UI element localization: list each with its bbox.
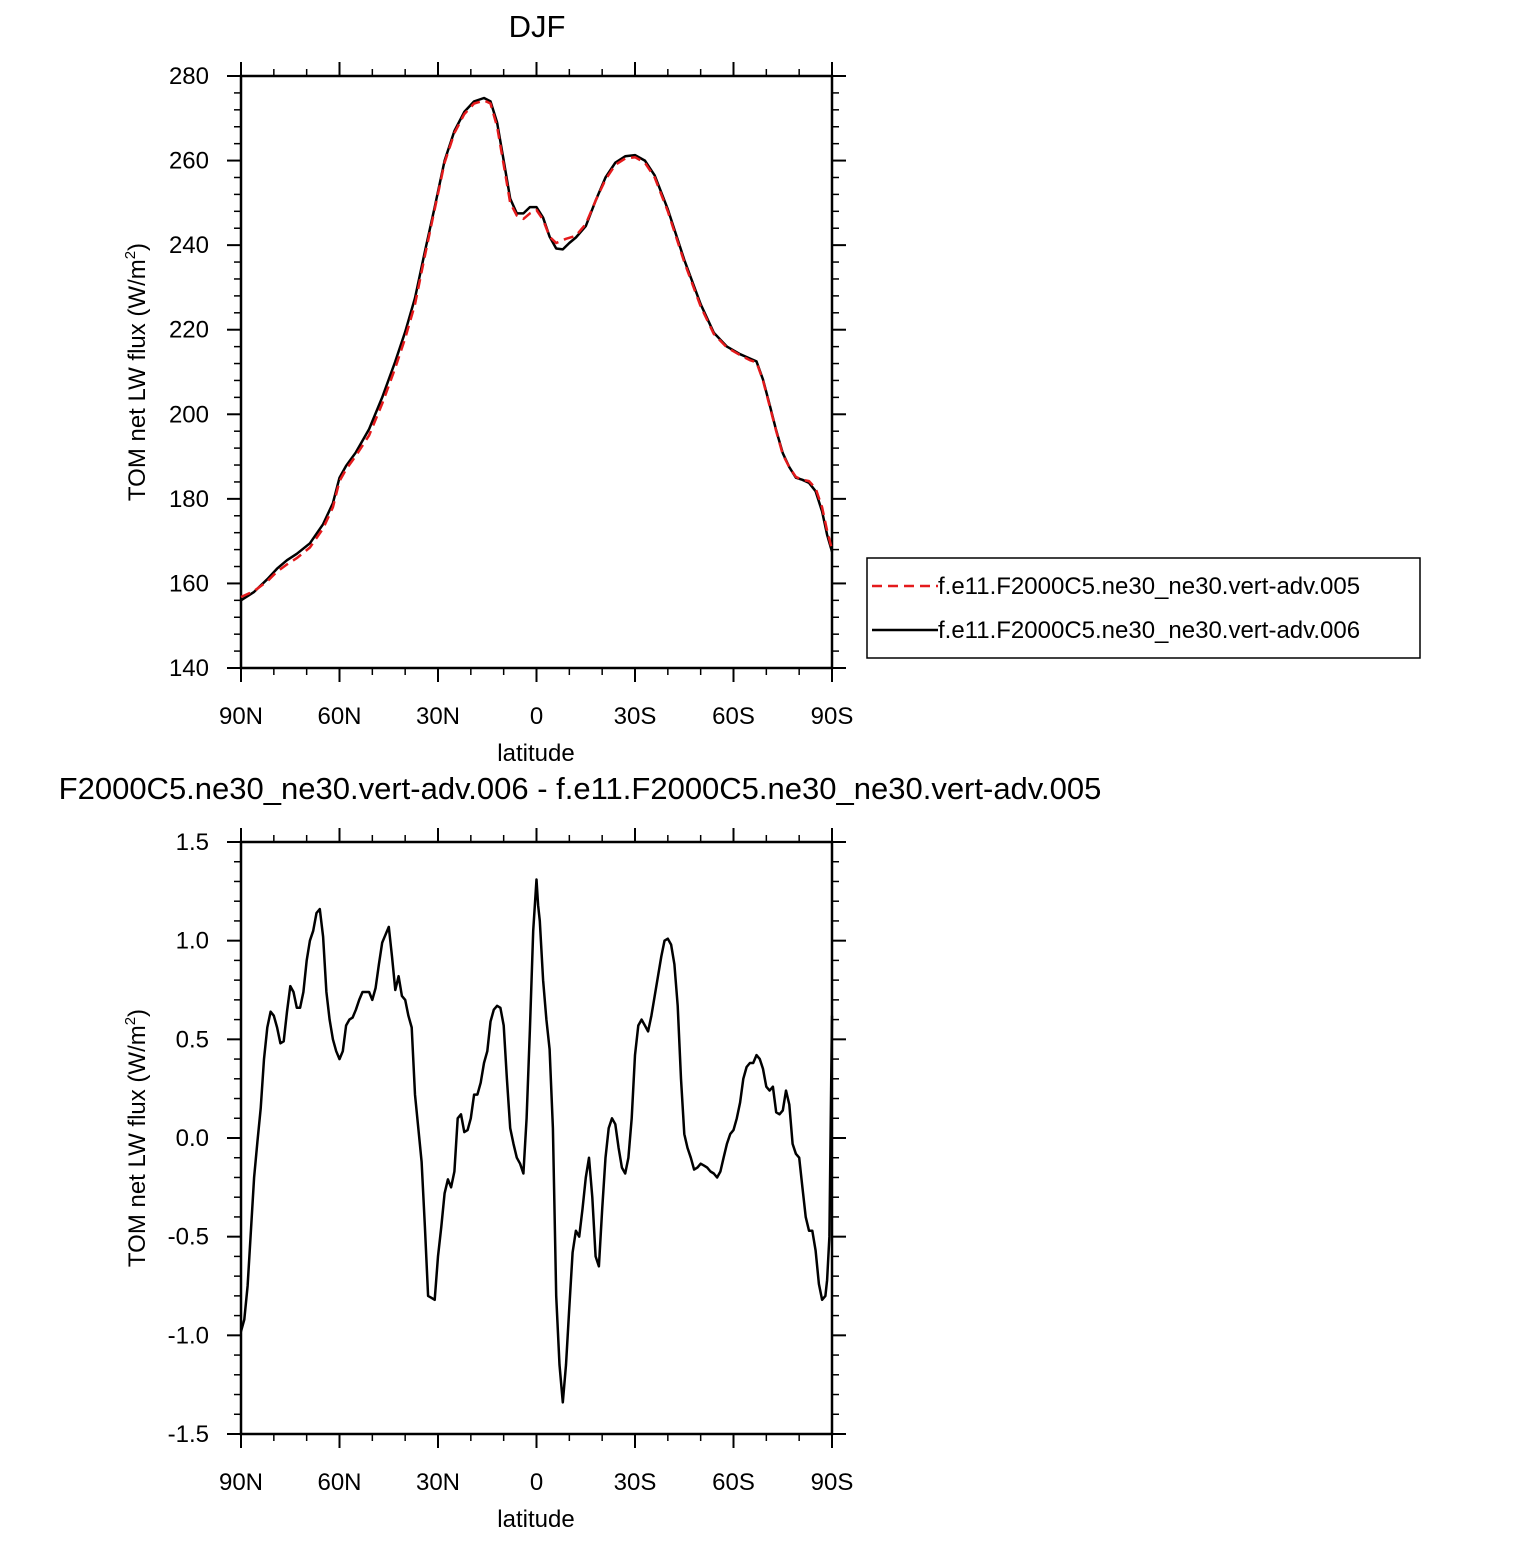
y-axis-label-main: TOM net LW flux (W/m xyxy=(124,259,151,501)
legend-label-series-2: f.e11.F2000C5.ne30_ne30.vert-adv.006 xyxy=(938,617,1360,644)
y-axis-label-close: ) xyxy=(124,1009,151,1017)
y-tick-label: 0.5 xyxy=(176,1026,209,1053)
x-tick-label: 90N xyxy=(219,1469,263,1496)
x-tick-label: 60N xyxy=(317,703,361,730)
chart-title: DJF xyxy=(509,9,566,44)
x-axis-label: latitude xyxy=(497,740,574,767)
x-tick-label: 90N xyxy=(219,703,263,730)
y-tick-label: -0.5 xyxy=(168,1224,209,1251)
y-tick-label: -1.0 xyxy=(168,1322,209,1349)
y-axis-label-superscript: 2 xyxy=(122,251,139,259)
y-tick-label: 280 xyxy=(169,63,209,90)
top-chart: DJF 90N 60N 30N 0 30S 60S 90S 140 160 180 200 220 2… xyxy=(122,9,1421,767)
y-tick-label: 180 xyxy=(169,486,209,513)
y-tick-label: 0.0 xyxy=(176,1125,209,1152)
y-tick-label: 1.0 xyxy=(176,928,209,955)
x-tick-label: 30S xyxy=(614,1469,657,1496)
legend: f.e11.F2000C5.ne30_ne30.vert-adv.005 f.e… xyxy=(866,557,1421,659)
y-tick-labels: -1.5 -1.0 -0.5 0.0 0.5 1.0 1.5 xyxy=(168,829,209,1448)
plot-frame xyxy=(239,840,834,1436)
y-axis-label: TOM net LW flux (W/m2) xyxy=(122,1009,151,1267)
x-tick-label: 60S xyxy=(712,703,755,730)
plot-frame xyxy=(239,74,834,670)
legend-box xyxy=(866,557,1421,659)
series-lines xyxy=(239,878,834,1404)
bottom-chart: F2000C5.ne30_ne30.vert-adv.006 - f.e11.F… xyxy=(59,771,1102,1533)
x-tick-label: 30N xyxy=(416,703,460,730)
series-line-1 xyxy=(239,878,834,1404)
axis-ticks xyxy=(227,828,846,1448)
series-lines xyxy=(240,96,834,602)
chart-title: F2000C5.ne30_ne30.vert-adv.006 - f.e11.F… xyxy=(59,771,1102,806)
x-tick-labels: 90N 60N 30N 0 30S 60S 90S xyxy=(219,703,853,730)
y-axis-label-main: TOM net LW flux (W/m xyxy=(124,1025,151,1267)
y-tick-label: 1.5 xyxy=(176,829,209,856)
y-tick-label: 220 xyxy=(169,317,209,344)
y-tick-labels: 140 160 180 200 220 240 260 280 xyxy=(169,63,209,682)
y-tick-label: 260 xyxy=(169,148,209,175)
x-tick-label: 60N xyxy=(317,1469,361,1496)
x-tick-labels: 90N 60N 30N 0 30S 60S 90S xyxy=(219,1469,853,1496)
series-line-2 xyxy=(240,96,834,602)
x-tick-label: 30N xyxy=(416,1469,460,1496)
y-axis-label: TOM net LW flux (W/m2) xyxy=(122,243,151,501)
y-axis-label-close: ) xyxy=(124,243,151,251)
series-line-1 xyxy=(240,99,834,599)
x-axis-label: latitude xyxy=(497,1506,574,1533)
legend-label-series-1: f.e11.F2000C5.ne30_ne30.vert-adv.005 xyxy=(938,573,1360,600)
y-axis-label-superscript: 2 xyxy=(122,1017,139,1025)
x-tick-label: 90S xyxy=(811,703,854,730)
y-tick-label: 200 xyxy=(169,401,209,428)
y-tick-label: 140 xyxy=(169,655,209,682)
x-tick-label: 0 xyxy=(530,1469,543,1496)
axis-ticks xyxy=(227,62,846,682)
x-tick-label: 90S xyxy=(811,1469,854,1496)
y-tick-label: -1.5 xyxy=(168,1421,209,1448)
x-tick-label: 0 xyxy=(530,703,543,730)
x-tick-label: 60S xyxy=(712,1469,755,1496)
y-tick-label: 160 xyxy=(169,570,209,597)
y-tick-label: 240 xyxy=(169,232,209,259)
x-tick-label: 30S xyxy=(614,703,657,730)
